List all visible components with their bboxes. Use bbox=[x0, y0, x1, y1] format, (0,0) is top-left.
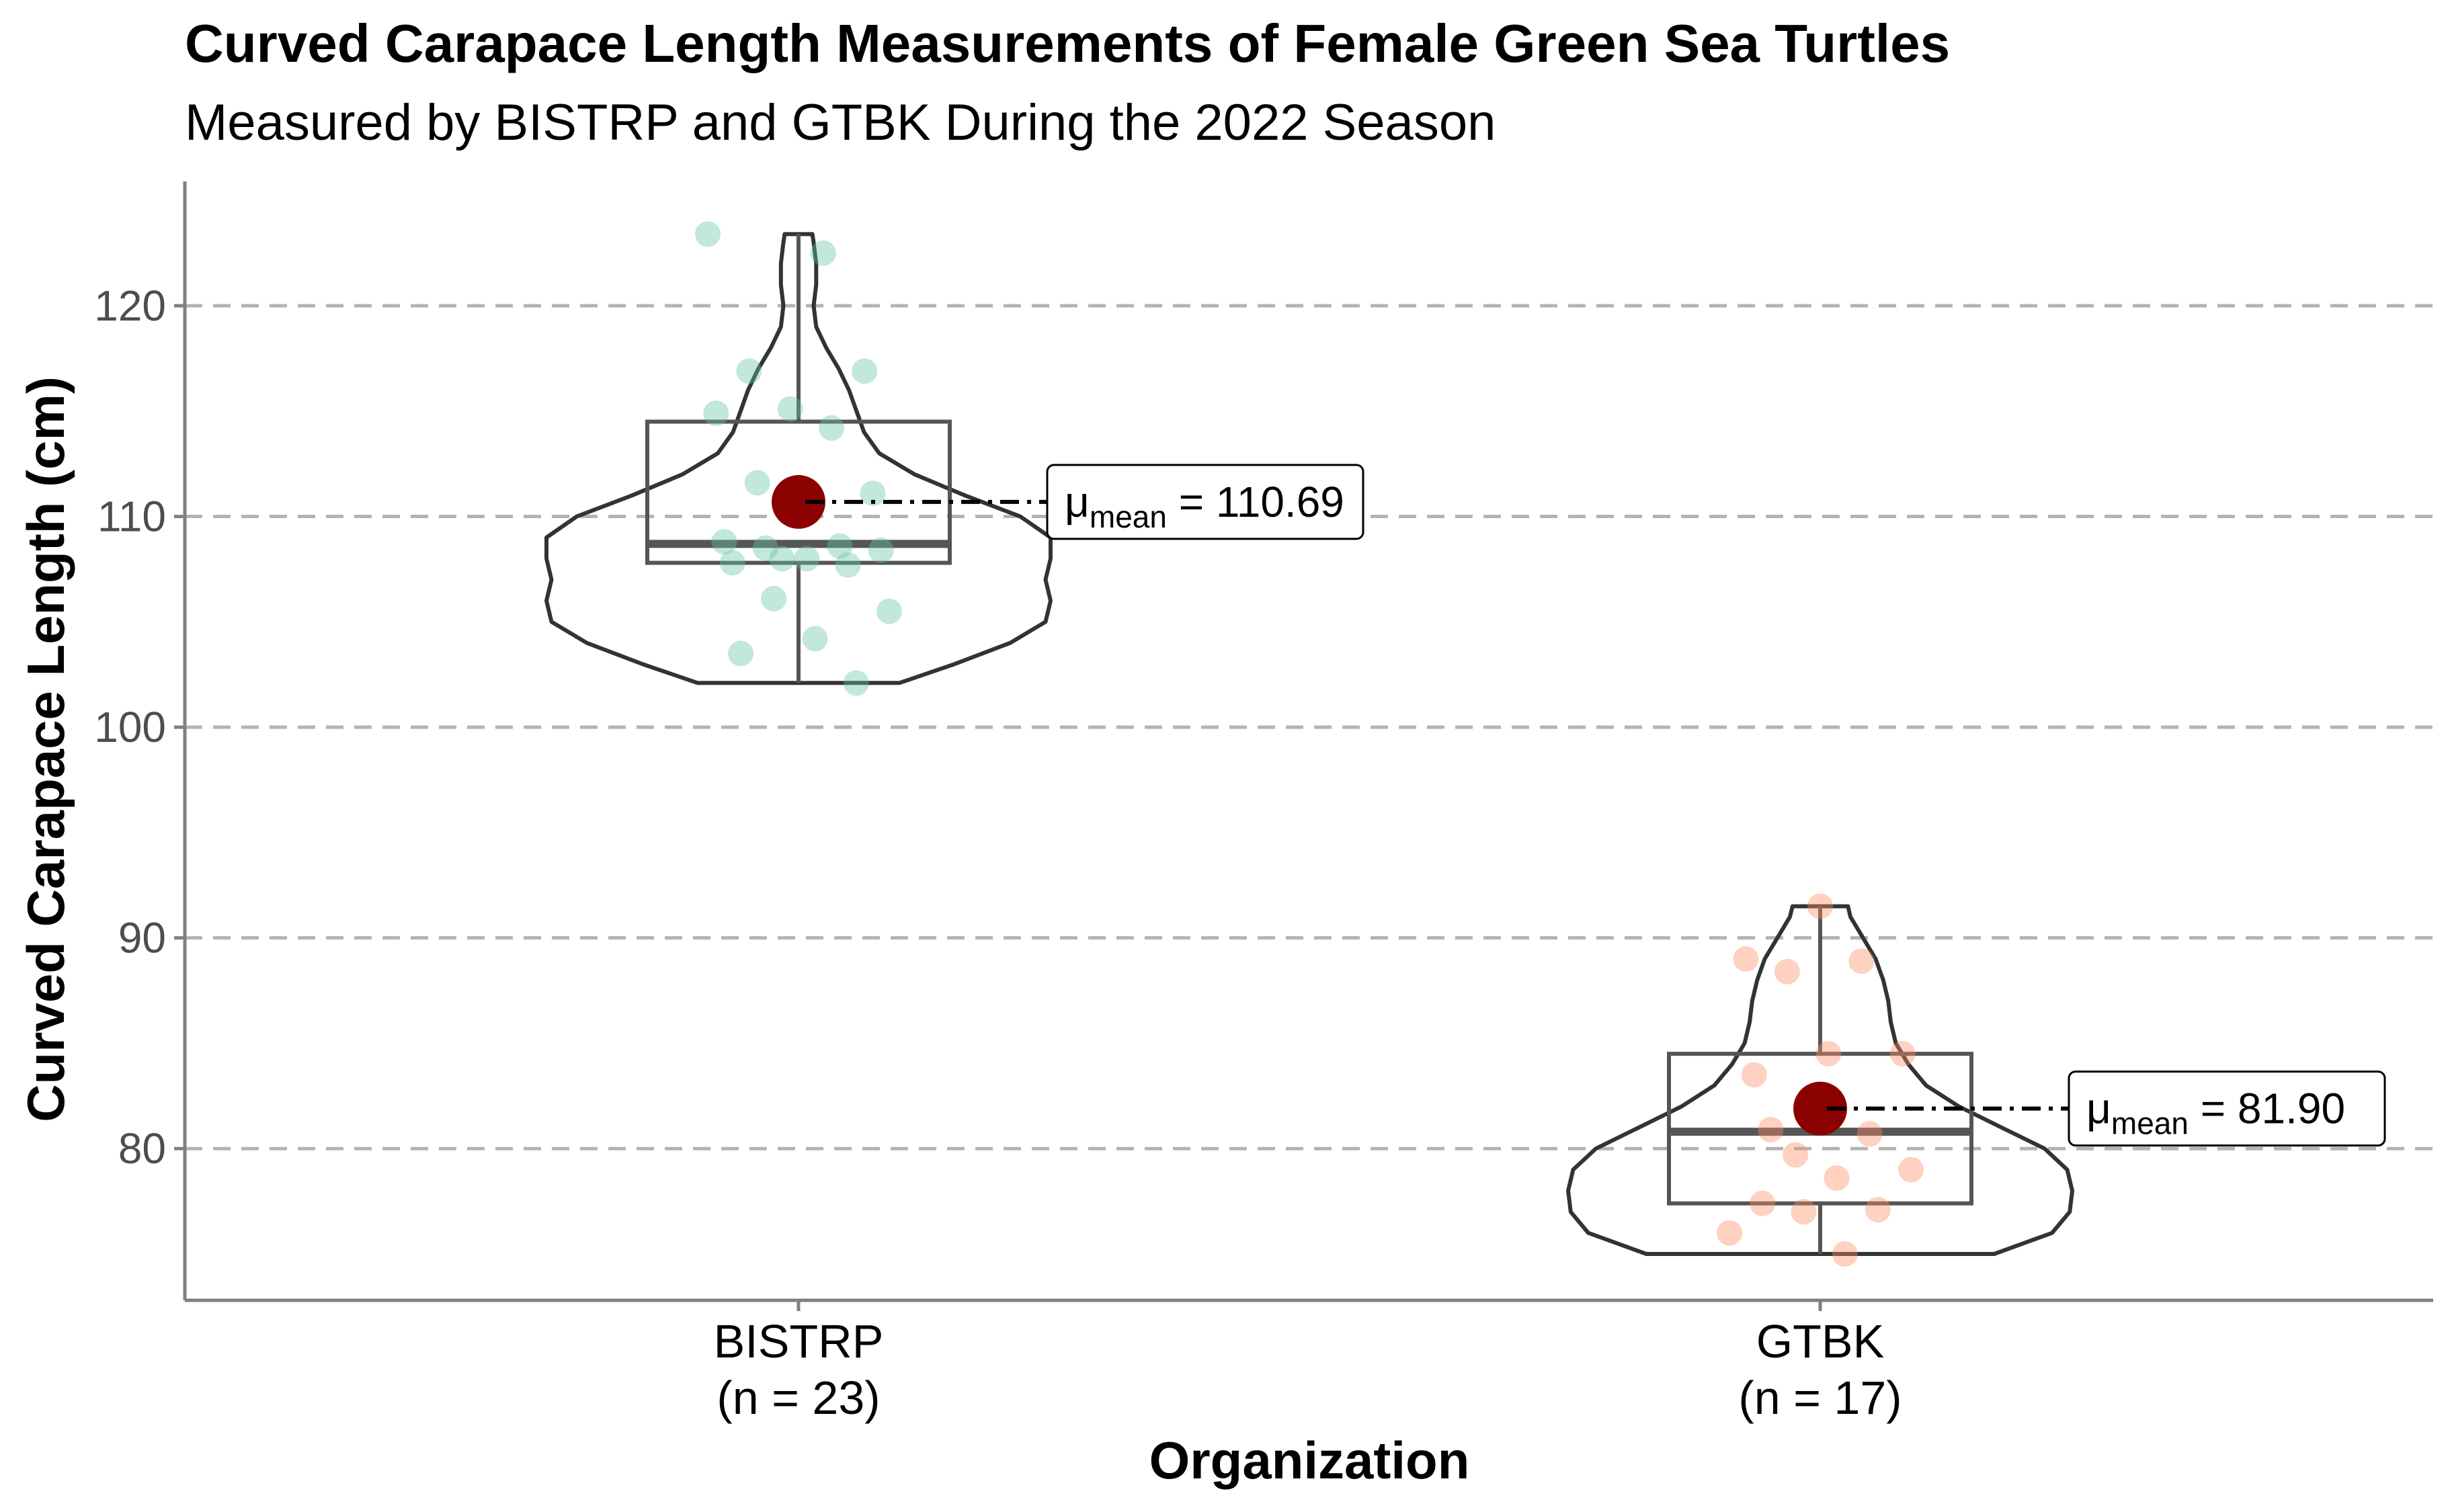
data-point bbox=[1832, 1241, 1858, 1267]
data-point bbox=[1856, 1121, 1883, 1147]
mean-point bbox=[1793, 1081, 1847, 1136]
grid-lines bbox=[185, 304, 2433, 1150]
y-tick-label: 110 bbox=[97, 493, 166, 541]
data-point bbox=[794, 546, 820, 572]
mean-label-box bbox=[2068, 1070, 2386, 1147]
y-axis-label: Curved Carapace Length (cm) bbox=[16, 376, 75, 1122]
y-tick-label: 120 bbox=[94, 282, 166, 330]
y-tick-label: 90 bbox=[118, 914, 166, 962]
data-point bbox=[819, 415, 845, 441]
violin-outline bbox=[544, 232, 1053, 685]
data-point bbox=[695, 221, 721, 247]
violin-outline bbox=[1566, 904, 2074, 1256]
data-point bbox=[711, 529, 737, 555]
data-point bbox=[810, 240, 836, 266]
axes bbox=[183, 181, 2433, 1302]
x-axis-ticks: BISTRP(n = 23) GTBK(n = 17) bbox=[714, 1300, 1902, 1424]
data-point bbox=[843, 670, 869, 696]
data-point bbox=[1783, 1142, 1809, 1168]
x-tick-n-label: (n = 23) bbox=[717, 1372, 880, 1424]
box-iqr bbox=[645, 419, 952, 565]
data-point bbox=[744, 470, 770, 496]
mean-label: μmean = 81.90 bbox=[2086, 1085, 2345, 1141]
x-axis-label: Organization bbox=[1149, 1431, 1470, 1490]
data-point bbox=[777, 396, 803, 422]
chart-title: Curved Carapace Length Measurements of F… bbox=[185, 13, 1950, 73]
data-point bbox=[1774, 958, 1800, 984]
mean-label-box bbox=[1046, 464, 1364, 540]
data-point bbox=[1848, 948, 1875, 974]
x-tick-label: GTBK bbox=[1756, 1315, 1885, 1368]
data-point bbox=[719, 550, 745, 576]
data-point bbox=[761, 585, 787, 612]
data-point bbox=[703, 400, 729, 426]
data-point bbox=[1824, 1165, 1850, 1191]
data-point bbox=[736, 358, 762, 384]
mean-label: μmean = 110.69 bbox=[1065, 478, 1344, 534]
data-point bbox=[1865, 1197, 1891, 1223]
data-point bbox=[802, 626, 828, 652]
x-tick-n-label: (n = 17) bbox=[1738, 1372, 1902, 1424]
y-tick-label: 100 bbox=[94, 703, 166, 751]
y-tick-label: 80 bbox=[118, 1124, 166, 1173]
mean-point bbox=[772, 474, 825, 529]
data-point bbox=[835, 552, 861, 578]
data-point bbox=[769, 546, 795, 572]
chart-subtitle: Measured by BISTRP and GTBK During the 2… bbox=[185, 94, 1496, 151]
data-point bbox=[1898, 1157, 1924, 1183]
violin-group-bistrp: μmean = 110.69 bbox=[544, 221, 1364, 696]
data-point bbox=[860, 480, 886, 507]
data-point bbox=[1815, 1041, 1842, 1067]
y-axis-ticks: 80 90 100 110 120 bbox=[94, 282, 185, 1173]
data-point bbox=[827, 533, 853, 559]
x-tick-label: BISTRP bbox=[714, 1315, 884, 1368]
data-point bbox=[728, 640, 754, 667]
data-point bbox=[1889, 1041, 1916, 1067]
data-point bbox=[1758, 1117, 1784, 1142]
data-point bbox=[1807, 893, 1833, 919]
data-point bbox=[1733, 946, 1759, 972]
data-point bbox=[852, 358, 878, 384]
data-point bbox=[1791, 1199, 1817, 1225]
data-point bbox=[752, 535, 778, 561]
data-point bbox=[1717, 1220, 1742, 1246]
data-point bbox=[876, 598, 902, 624]
data-point bbox=[868, 537, 894, 563]
data-point bbox=[1750, 1190, 1776, 1216]
data-point bbox=[1741, 1062, 1767, 1088]
violin-group-gtbk: μmean = 81.90 bbox=[1566, 893, 2386, 1267]
violin-groups: μmean = 110.69 μmean = 81.90 bbox=[544, 221, 2386, 1267]
